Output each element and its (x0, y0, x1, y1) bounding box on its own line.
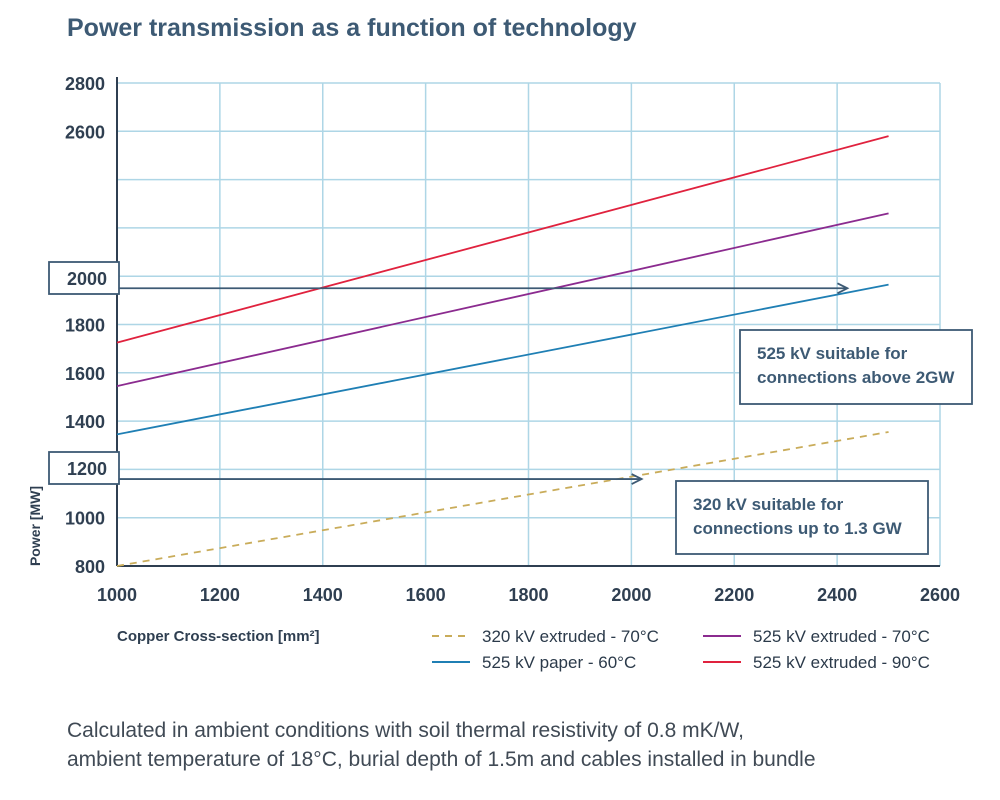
legend-label-3: 525 kV extruded - 70°C (753, 627, 930, 646)
series-lines (116, 135, 889, 567)
y-tick-label: 1600 (65, 364, 105, 384)
y-tick-label: 1000 (65, 509, 105, 529)
legend-label-2: 525 kV paper - 60°C (482, 653, 636, 672)
series-line-4 (116, 135, 889, 344)
series-line-2 (116, 283, 889, 436)
x-tick-label: 2400 (817, 585, 857, 605)
annotation-text-line-2: connections up to 1.3 GW (693, 519, 903, 538)
y-label-box (48, 451, 120, 485)
x-tick-label: 1200 (200, 585, 240, 605)
x-tick-label: 2600 (920, 585, 960, 605)
annotation-box (739, 329, 973, 405)
x-tick-label: 1800 (508, 585, 548, 605)
annotation-text-line-1: 320 kV suitable for (693, 495, 844, 514)
x-tick-label: 1600 (406, 585, 446, 605)
annotations: 2000 525 kV suitable for connections above… (48, 261, 973, 555)
y-axis-label: Power [MW] (27, 486, 43, 566)
chart-svg: 1000 1200 1400 1600 1800 2000 2200 2400 2600 800 1… (27, 74, 973, 672)
legend-label-1: 320 kV extruded - 70°C (482, 627, 659, 646)
caption-line-1: Calculated in ambient conditions with so… (67, 719, 744, 742)
boxed-y-tick-label: 2000 (67, 269, 107, 289)
x-tick-label: 1400 (303, 585, 343, 605)
series-line-3 (116, 212, 889, 387)
annotation-text-line-1: 525 kV suitable for (757, 344, 908, 363)
x-tick-label: 2000 (611, 585, 651, 605)
y-tick-label: 2800 (65, 74, 105, 94)
footnote-caption: Calculated in ambient conditions with so… (67, 716, 816, 774)
y-label-box (48, 261, 120, 295)
y-tick-label: 1800 (65, 316, 105, 336)
series-line-1 (116, 431, 889, 567)
chart-title: Power transmission as a function of tech… (67, 14, 637, 42)
legend: 320 kV extruded - 70°C 525 kV paper - 60°… (432, 627, 930, 672)
caption-line-2: ambient temperature of 18°C, burial dept… (67, 748, 816, 771)
y-tick-label: 800 (75, 557, 105, 577)
annotation-text-line-2: connections above 2GW (757, 368, 955, 387)
legend-label-4: 525 kV extruded - 90°C (753, 653, 930, 672)
y-tick-label: 1400 (65, 412, 105, 432)
y-tick-label: 2600 (65, 122, 105, 142)
x-tick-label: 1000 (97, 585, 137, 605)
boxed-y-tick-label: 1200 (67, 459, 107, 479)
annotation-box (675, 480, 929, 555)
x-tick-label: 2200 (714, 585, 754, 605)
grid (117, 82, 941, 566)
x-axis-label: Copper Cross-section [mm²] (117, 628, 320, 645)
